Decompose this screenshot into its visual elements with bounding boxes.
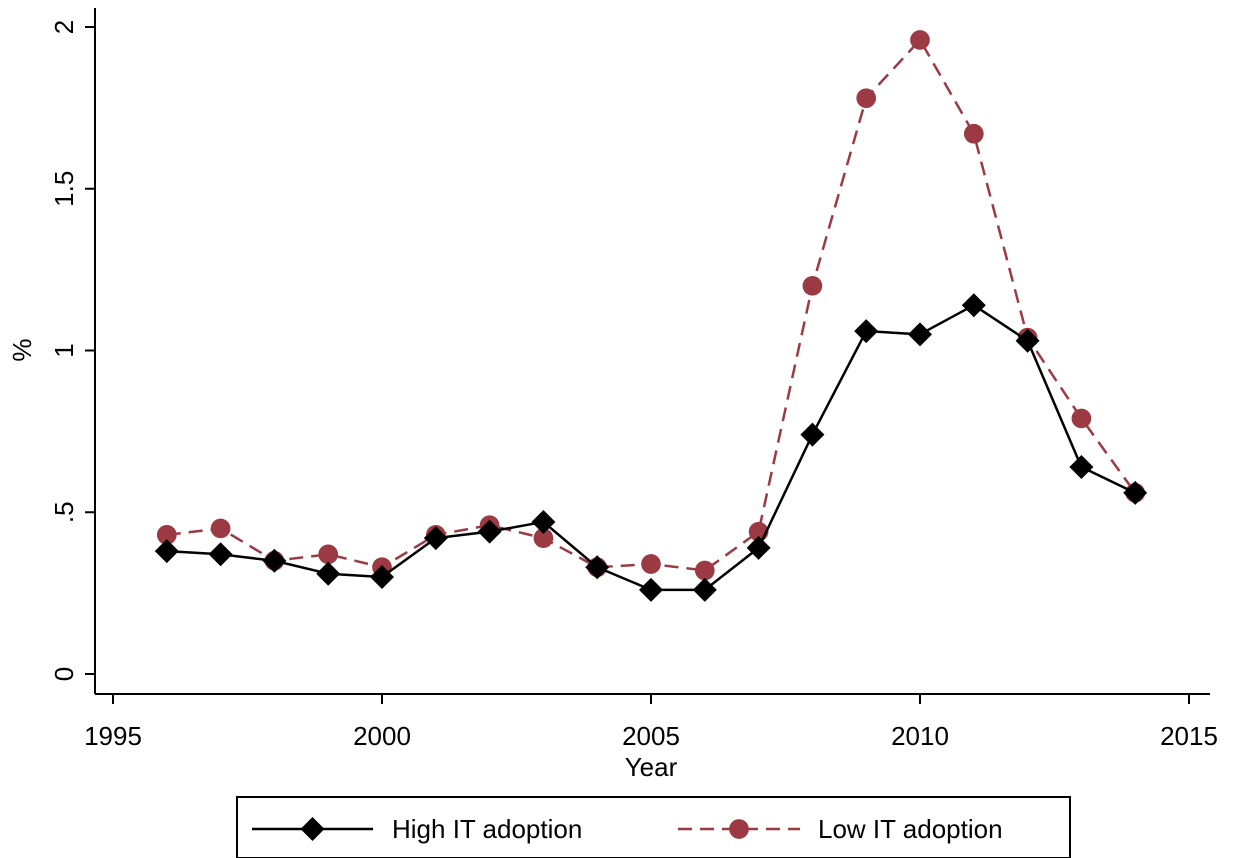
data-point-diamond xyxy=(1069,454,1094,479)
y-axis: 0 .5 1 1.5 2 xyxy=(49,8,96,694)
data-point-circle xyxy=(1071,408,1092,429)
y-tick-label: 1 xyxy=(49,343,79,357)
data-point-diamond xyxy=(961,293,986,318)
series-line xyxy=(166,38,1137,572)
data-point-diamond xyxy=(746,535,771,560)
legend-label: Low IT adoption xyxy=(818,814,1003,844)
y-tick-label: 0 xyxy=(49,667,79,681)
data-point-diamond xyxy=(423,526,448,551)
x-axis: 1995 2000 2005 2010 2015 xyxy=(84,693,1218,751)
data-point-diamond xyxy=(585,555,610,580)
series-high-it-adoption xyxy=(154,293,1148,602)
series-layer xyxy=(154,30,1148,602)
data-point-diamond xyxy=(1015,328,1040,353)
data-point-diamond xyxy=(477,519,502,544)
legend-label: High IT adoption xyxy=(392,814,582,844)
data-point-circle xyxy=(210,518,231,539)
series-line xyxy=(166,303,1136,592)
data-point-diamond xyxy=(262,548,287,573)
data-point-circle xyxy=(910,30,930,50)
data-point-circle xyxy=(533,528,554,548)
data-point-diamond xyxy=(300,817,325,841)
x-tick-label: 2010 xyxy=(891,721,949,751)
data-point-diamond xyxy=(208,542,233,567)
data-point-diamond xyxy=(370,564,394,589)
data-point-diamond xyxy=(639,577,663,602)
data-point-circle xyxy=(694,560,715,581)
series-low-it-adoption xyxy=(156,30,1146,581)
x-tick-label: 1995 xyxy=(84,721,142,751)
data-point-diamond xyxy=(800,422,825,447)
data-point-diamond xyxy=(531,509,556,534)
data-point-circle xyxy=(963,123,984,144)
data-point-diamond xyxy=(692,577,717,602)
data-point-diamond xyxy=(854,319,879,344)
y-tick-label: 2 xyxy=(49,20,79,34)
x-axis-title: Year xyxy=(625,752,678,782)
x-tick-label: 2000 xyxy=(353,721,411,751)
y-tick-label: .5 xyxy=(49,501,79,523)
data-point-circle xyxy=(641,554,661,574)
y-axis-title: % xyxy=(7,338,37,361)
x-tick-label: 2015 xyxy=(1160,721,1218,751)
data-point-circle xyxy=(729,819,749,839)
data-point-circle xyxy=(856,88,877,109)
y-tick-label: 1.5 xyxy=(49,171,79,207)
data-point-circle xyxy=(802,275,823,296)
data-point-diamond xyxy=(1123,480,1148,505)
data-point-diamond xyxy=(908,322,932,347)
data-point-circle xyxy=(318,544,339,565)
legend-item: Low IT adoption xyxy=(678,814,1003,844)
data-point-diamond xyxy=(154,539,179,564)
data-point-circle xyxy=(156,525,177,545)
x-tick-label: 2005 xyxy=(622,721,680,751)
legend-item: High IT adoption xyxy=(252,814,582,844)
data-point-diamond xyxy=(316,561,341,586)
legend-box xyxy=(236,796,1071,858)
legend: High IT adoption Low IT adoption xyxy=(236,796,1071,858)
